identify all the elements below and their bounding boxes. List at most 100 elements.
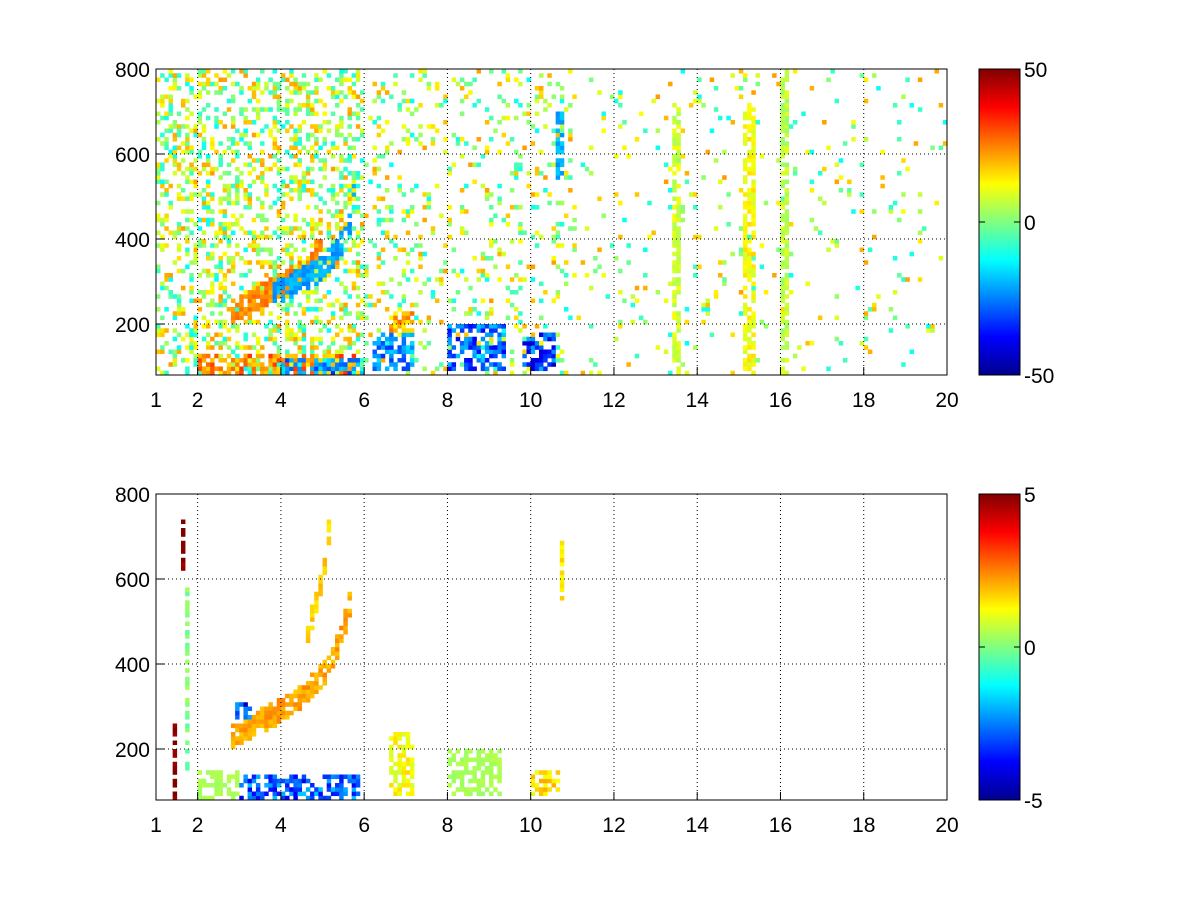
top-heatmap-cell <box>376 209 382 214</box>
top-heatmap-cell <box>359 358 365 363</box>
top-heatmap-cell <box>314 264 319 270</box>
top-heatmap-cell <box>493 324 498 329</box>
bottom-heatmap-cell <box>389 770 394 775</box>
top-heatmap-cell <box>905 166 910 172</box>
top-heatmap-cell <box>484 358 490 363</box>
top-heatmap-cell <box>272 285 278 291</box>
top-x-tick-label: 2 <box>192 389 204 412</box>
top-heatmap-cell <box>447 366 452 372</box>
top-heatmap-cell <box>347 234 352 240</box>
top-heatmap-cell <box>339 171 344 176</box>
top-heatmap-cell <box>464 94 469 100</box>
top-heatmap-cell <box>156 213 161 219</box>
top-heatmap-cell <box>330 341 336 346</box>
top-heatmap-cell <box>751 183 756 189</box>
top-heatmap-cell <box>784 243 790 248</box>
top-heatmap-cell <box>189 345 194 350</box>
top-heatmap-cell <box>205 90 211 95</box>
top-heatmap-cell <box>743 332 748 338</box>
top-heatmap-cell <box>260 217 265 223</box>
top-heatmap-cell <box>268 370 273 376</box>
top-heatmap-cell <box>180 358 186 363</box>
bottom-heatmap-cell <box>455 761 461 767</box>
top-heatmap-cell <box>601 128 606 134</box>
top-heatmap-cell <box>751 200 756 206</box>
bottom-heatmap-cell <box>322 659 327 665</box>
bottom-heatmap-cell <box>405 770 411 775</box>
top-heatmap-cell <box>156 243 161 248</box>
top-heatmap-cell <box>751 273 756 278</box>
bottom-heatmap-cell <box>335 647 340 652</box>
top-heatmap-cell <box>655 128 661 134</box>
top-heatmap-cell <box>268 328 273 333</box>
top-heatmap-cell <box>189 230 194 236</box>
top-heatmap-cell <box>430 124 436 129</box>
top-heatmap-cell <box>376 353 382 359</box>
bottom-heatmap-cell <box>276 698 282 703</box>
top-heatmap-cell <box>156 171 161 176</box>
top-heatmap-cell <box>901 192 906 197</box>
top-heatmap-cell <box>780 94 785 100</box>
top-heatmap-cell <box>330 239 336 244</box>
top-heatmap-cell <box>780 251 785 257</box>
top-heatmap-cell <box>285 370 290 376</box>
top-heatmap-cell <box>563 171 569 176</box>
top-heatmap-cell <box>730 120 735 125</box>
top-heatmap-cell <box>747 209 752 214</box>
top-heatmap-cell <box>305 94 311 100</box>
top-heatmap-cell <box>297 107 303 112</box>
top-heatmap-cell <box>576 315 581 321</box>
top-heatmap-cell <box>301 290 307 295</box>
top-heatmap-cell <box>268 358 273 363</box>
bottom-heatmap-cell <box>180 562 186 567</box>
top-heatmap-cell <box>268 298 273 304</box>
top-heatmap-cell <box>168 273 173 278</box>
top-heatmap-cell <box>505 141 511 146</box>
top-heatmap-cell <box>676 217 681 223</box>
top-heatmap-cell <box>255 243 261 248</box>
bottom-heatmap-cell <box>255 783 261 788</box>
bottom-heatmap-cell <box>268 783 273 788</box>
top-heatmap-cell <box>326 230 332 236</box>
top-heatmap-cell <box>176 247 182 253</box>
bottom-heatmap-cell <box>293 795 298 801</box>
top-heatmap-cell <box>609 243 615 248</box>
bottom-heatmap-cell <box>464 753 469 758</box>
bottom-heatmap-cell <box>214 778 219 784</box>
top-heatmap-cell <box>376 298 382 304</box>
top-heatmap-cell <box>405 213 411 219</box>
top-heatmap-cell <box>222 226 228 231</box>
top-heatmap-cell <box>205 341 211 346</box>
top-heatmap-cell <box>676 209 681 214</box>
top-heatmap-cell <box>505 77 511 83</box>
bottom-heatmap-cell <box>339 625 344 631</box>
bottom-heatmap-cell <box>397 791 402 797</box>
top-heatmap-cell <box>326 86 332 91</box>
top-heatmap-cell <box>559 268 565 274</box>
top-heatmap-cell <box>180 103 186 108</box>
bottom-heatmap-cell <box>318 787 323 792</box>
top-heatmap-cell <box>784 273 790 278</box>
top-heatmap-cell <box>285 120 290 125</box>
top-heatmap-cell <box>314 128 319 134</box>
top-heatmap-cell <box>655 345 661 350</box>
top-heatmap-cell <box>255 341 261 346</box>
top-heatmap-cell <box>780 328 785 333</box>
top-heatmap-cell <box>526 366 531 372</box>
top-heatmap-cell <box>185 196 190 202</box>
top-heatmap-cell <box>755 73 760 78</box>
top-heatmap-cell <box>559 111 565 117</box>
top-heatmap-cell <box>210 81 215 87</box>
bottom-heatmap-cell <box>205 795 211 801</box>
top-heatmap-cell <box>297 358 303 363</box>
top-heatmap-cell <box>285 107 290 112</box>
top-heatmap-cell <box>235 324 240 329</box>
top-heatmap-cell <box>409 302 415 308</box>
top-heatmap-cell <box>201 107 207 112</box>
top-heatmap-cell <box>176 332 182 338</box>
top-heatmap-cell <box>401 209 407 214</box>
top-heatmap-cell <box>330 264 336 270</box>
top-heatmap-cell <box>784 222 790 227</box>
top-heatmap-cell <box>672 162 677 168</box>
top-heatmap-cell <box>180 226 186 231</box>
